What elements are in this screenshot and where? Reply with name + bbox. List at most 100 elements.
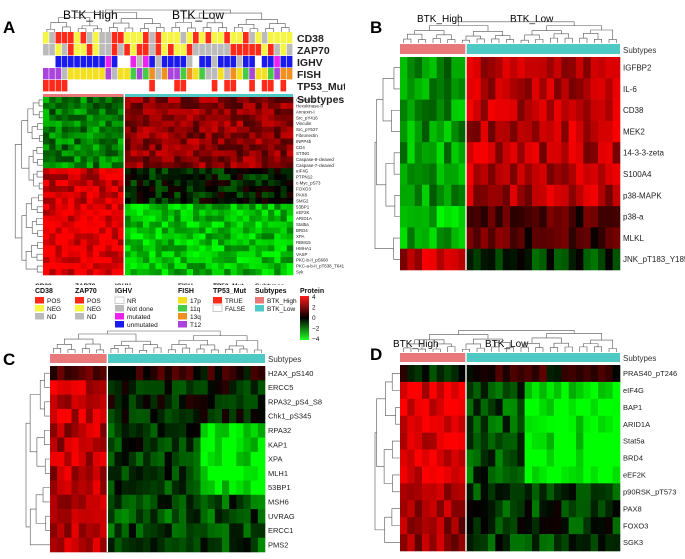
heatmap-cell-Annexin-I: [111, 108, 119, 116]
heatmap-cell-14-3-3-zeta: [598, 142, 606, 164]
heatmap-cell-ERCC5: [186, 380, 194, 395]
heatmap-cell-PKC-a-b-II_pT638_T641: [168, 263, 175, 270]
heatmap-cell-RPA32_pS4_S8: [85, 394, 94, 410]
heatmap-cell-Annexin-I: [61, 108, 69, 116]
heatmap-cell-53BP1: [261, 203, 269, 211]
heatmap-cell-Stat5a: [532, 432, 540, 450]
heatmap-cell-PRAS40_pT246: [605, 365, 613, 383]
annotation-cell: [174, 80, 180, 92]
heatmap-cell-eIF4G: [407, 381, 415, 400]
heatmap-cell-BRD4: [444, 449, 452, 467]
heatmap-cell-JNK_pT183_Y185: [400, 248, 408, 271]
heatmap-cell-ERCC5: [78, 380, 87, 395]
heatmap-cell-H2AX_pS140: [107, 366, 115, 381]
heatmap-cell-VASP: [118, 251, 125, 258]
heatmap-cell-RBM15: [149, 239, 156, 246]
heatmap-cell-eIF4G: [539, 381, 547, 400]
heatmap-cell-MSH6: [85, 494, 94, 510]
heatmap-cell-MLH1: [100, 466, 108, 481]
heatmap-cell-MLH1: [57, 466, 65, 481]
heatmap-cell-Chk1_pS345: [236, 408, 244, 424]
heatmap-cell-p38-a: [414, 206, 423, 228]
heatmap-cell-PAX8: [568, 500, 577, 518]
heatmap-cell-eIF4G: [612, 381, 621, 400]
heatmap-cell-Hexokinase-II: [205, 102, 213, 110]
heatmap-cell-SMG2: [193, 197, 200, 205]
heatmap-cell-eEF2K: [458, 466, 467, 484]
heatmap-cell-Syk: [218, 269, 225, 276]
heatmap-cell-Src_pY527: [174, 126, 181, 133]
heatmap-cell-p90RSK_pT573: [400, 483, 408, 501]
heatmap-cell-PTPN12: [105, 174, 113, 181]
heatmap-cell-Cyclin-D1: [249, 97, 256, 104]
heatmap-cell-HMHA1: [143, 245, 150, 252]
heatmap-cell-FOXO3: [561, 517, 569, 535]
heatmap-cell-53BP1: [236, 480, 244, 496]
heatmap-cell-PAX8: [99, 191, 106, 199]
heatmap-cell-SMG2: [143, 197, 150, 205]
heatmap-cell-RBM15: [74, 239, 81, 246]
heatmap-cell-PKC-a-b-II_pT638_T641: [43, 263, 50, 270]
heatmap-cell-Src_pY416: [199, 114, 206, 122]
heatmap-cell-Stat5a: [436, 432, 445, 450]
heatmap-cell-RBM15: [105, 239, 113, 246]
panel-letter-a: A: [3, 18, 16, 37]
heatmap-cell-PKC-b-II_pS660: [236, 257, 244, 264]
heatmap-cell-eIF4G: [524, 381, 533, 400]
annotation-cell: [211, 32, 218, 44]
heatmap-cell-PMS2: [207, 537, 216, 553]
heatmap-cell-p38-a: [436, 206, 445, 228]
heatmap-cell-ARID1A: [429, 415, 437, 433]
heatmap-cell-MLKL: [400, 227, 408, 249]
heatmap-cell-ERCC1: [100, 523, 108, 538]
heatmap-cell-p38-MAPK: [414, 184, 423, 207]
heatmap-cell-STING: [186, 150, 194, 157]
heatmap-cell-PRAS40_pT246: [517, 365, 525, 383]
heatmap-cell-PAX8: [124, 191, 131, 199]
heatmap-cell-SGK3: [568, 534, 577, 552]
heatmap-cell-Src_pY416: [49, 114, 56, 122]
heatmap-cell-p90RSK_pT573: [524, 483, 533, 501]
heatmap-cell-53BP1: [157, 480, 165, 496]
heatmap-cell-Caspase-7-cleaved: [68, 162, 75, 169]
annotation-cell: [261, 80, 268, 92]
heatmap-cell-RPA32: [136, 423, 144, 438]
heatmap-cell-ERCC5: [143, 380, 151, 395]
heatmap-cell-IL-6: [598, 78, 606, 100]
annotation-cell: [74, 32, 80, 44]
heatmap-cell-Chk1_pS345: [229, 408, 237, 424]
heatmap-cell-Src_pY416: [186, 114, 194, 122]
heatmap-cell-53BP1: [130, 203, 138, 211]
heatmap-cell-Stat5a: [149, 221, 156, 228]
heatmap-cell-ERCC5: [193, 380, 201, 395]
heatmap-cell-BRD4: [143, 227, 150, 234]
protein-row-label: SGK3: [623, 538, 643, 547]
heatmap-cell-p38-MAPK: [583, 184, 591, 207]
legend-swatch: [75, 305, 84, 312]
heatmap-cell-Annexin-I: [236, 108, 244, 116]
annotation-cell: [161, 44, 168, 56]
heatmap-cell-RPA32_pS4_S8: [50, 394, 58, 410]
heatmap-cell-SGK3: [444, 534, 452, 552]
heatmap-cell-Annexin-I: [218, 108, 225, 116]
heatmap-cell-MEK2: [400, 120, 408, 143]
heatmap-cell-FOXO3: [444, 517, 452, 535]
heatmap-cell-SMG2: [161, 197, 169, 205]
heatmap-cell-ARID1A: [168, 215, 175, 222]
heatmap-cell-Cyclin-D1: [161, 97, 169, 104]
heatmap-cell-eEF2K: [517, 466, 525, 484]
annotation-cell: [80, 80, 87, 92]
heatmap-cell-eEF2K: [524, 466, 533, 484]
heatmap-cell-Stat5a: [205, 221, 213, 228]
heatmap-cell-HMHA1: [236, 245, 244, 252]
annotation-cell: [161, 32, 168, 44]
heatmap-cell-SGK3: [583, 534, 591, 552]
heatmap-cell-RBM15: [99, 239, 106, 246]
heatmap-cell-Src_pY416: [249, 114, 256, 122]
heatmap-cell-SGK3: [524, 534, 533, 552]
heatmap-cell-Hexokinase-II: [86, 102, 94, 110]
heatmap-cell-CD38: [466, 99, 474, 122]
heatmap-cell-IL-6: [517, 78, 525, 100]
heatmap-cell-S100A4: [517, 163, 525, 186]
heatmap-cell-ARID1A: [286, 215, 294, 222]
